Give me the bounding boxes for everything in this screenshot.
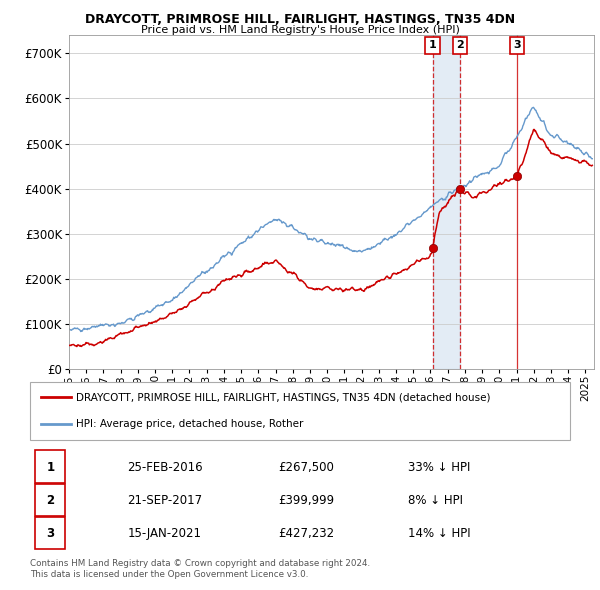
Text: £427,232: £427,232: [278, 527, 335, 540]
FancyBboxPatch shape: [35, 450, 65, 483]
Text: 33% ↓ HPI: 33% ↓ HPI: [408, 461, 470, 474]
Text: 3: 3: [514, 40, 521, 50]
Text: DRAYCOTT, PRIMROSE HILL, FAIRLIGHT, HASTINGS, TN35 4DN (detached house): DRAYCOTT, PRIMROSE HILL, FAIRLIGHT, HAST…: [76, 392, 490, 402]
Text: £399,999: £399,999: [278, 494, 335, 507]
Text: 8% ↓ HPI: 8% ↓ HPI: [408, 494, 463, 507]
Text: 1: 1: [428, 40, 436, 50]
FancyBboxPatch shape: [35, 517, 65, 549]
Bar: [433, 35, 460, 369]
Text: 14% ↓ HPI: 14% ↓ HPI: [408, 527, 470, 540]
Text: 2: 2: [456, 40, 464, 50]
Text: Price paid vs. HM Land Registry's House Price Index (HPI): Price paid vs. HM Land Registry's House …: [140, 25, 460, 35]
Text: 15-JAN-2021: 15-JAN-2021: [127, 527, 201, 540]
Text: 21-SEP-2017: 21-SEP-2017: [127, 494, 202, 507]
Text: £267,500: £267,500: [278, 461, 334, 474]
Text: 3: 3: [46, 527, 55, 540]
Text: 25-FEB-2016: 25-FEB-2016: [127, 461, 203, 474]
Text: 1: 1: [46, 461, 55, 474]
Text: Contains HM Land Registry data © Crown copyright and database right 2024.
This d: Contains HM Land Registry data © Crown c…: [30, 559, 370, 579]
FancyBboxPatch shape: [30, 382, 570, 440]
Text: DRAYCOTT, PRIMROSE HILL, FAIRLIGHT, HASTINGS, TN35 4DN: DRAYCOTT, PRIMROSE HILL, FAIRLIGHT, HAST…: [85, 13, 515, 26]
Text: HPI: Average price, detached house, Rother: HPI: Average price, detached house, Roth…: [76, 419, 303, 429]
Text: 2: 2: [46, 494, 55, 507]
FancyBboxPatch shape: [35, 484, 65, 516]
